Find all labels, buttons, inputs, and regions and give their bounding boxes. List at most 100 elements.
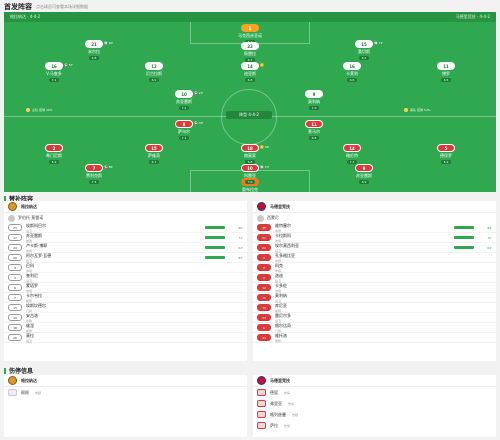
sub-number: 6 — [8, 284, 22, 291]
shirt-number: 18 — [241, 144, 259, 152]
away-player[interactable]: 5 德保罗 6.9 — [416, 144, 476, 164]
sub-name: 卡多佐 — [275, 282, 287, 288]
sub-name: 奎利尼 — [26, 272, 38, 278]
pitch: 格拉纳达 · 4-4-2 马德里竞技 · 4-4-2 主队 控球 46% 客队 … — [4, 12, 496, 192]
sub-row[interactable]: 3 奎利尼 后卫 — [4, 273, 247, 283]
injury-title-text: 伤停信息 — [9, 368, 34, 375]
player-name: 马克西米亚诺 — [238, 33, 262, 38]
away-player[interactable]: 10 科雷亚 7.0 🔄 70' — [220, 164, 280, 184]
home-player[interactable]: 14 迪亚斯 6.8 🟨 — [220, 62, 280, 82]
injury-row[interactable]: 萨拉 伤停 — [253, 420, 496, 431]
sub-row[interactable]: 3 洛迪 后卫 — [253, 273, 496, 283]
sub-row[interactable]: 13 埃斯坎德尔 门将 — [4, 303, 247, 313]
sub-position: 门将 — [275, 328, 282, 333]
sub-info: 卡尔韦拉 前锋 — [26, 293, 243, 303]
away-player[interactable]: 9 苏亚雷斯 6.9 — [334, 164, 394, 184]
home-subs-team: 格拉纳达 — [21, 203, 37, 209]
sub-row[interactable]: 6 科克 中场 — [253, 263, 496, 273]
injury-name: 格列兹曼 — [270, 411, 286, 417]
home-player[interactable]: 1马克西米亚诺6.7 — [220, 24, 280, 44]
injury-row[interactable]: 德容 伤停 — [253, 387, 496, 398]
player-name: 莫利纳 — [308, 99, 320, 104]
sub-row[interactable]: 20 维特塞尔 中场 64' — [253, 223, 496, 233]
player-name: 略伦特 — [346, 153, 358, 158]
sub-row[interactable]: 20 阿尔瓦罗·瓦德 后卫 82' — [4, 253, 247, 263]
home-player[interactable]: 15 桑切斯 6.4 🔄 71' — [334, 40, 394, 60]
shirt-number: 22 — [241, 42, 259, 50]
away-player[interactable]: 7 费利克斯 7.5 ⚽ 84' — [64, 164, 124, 184]
home-player[interactable]: 16 V.马查多 7.1 ⚽ 57' — [24, 62, 84, 82]
sub-row[interactable]: 23 埃斯科巴尔 后卫 60' — [4, 223, 247, 233]
sub-row[interactable]: 18 维涅 前锋 — [4, 323, 247, 333]
sub-info: 阿尔瓦罗·瓦德 后卫 — [26, 253, 201, 263]
sub-row[interactable]: 26 莫拉 后卫 — [4, 333, 247, 343]
sub-row[interactable]: 17 苏亚雷斯 前锋 71' — [4, 233, 247, 243]
sub-row[interactable]: 23 雷尼尔多 后卫 — [253, 313, 496, 323]
home-player[interactable]: 10 苏亚雷斯 7.4 ⚽ 23' — [154, 90, 214, 110]
sub-row[interactable]: 24 卢卡斯·博耶 中场 62' — [4, 243, 247, 253]
granada-crest-icon — [8, 202, 17, 211]
home-player[interactable]: 11 博罗 6.5 — [416, 62, 476, 82]
sub-number: 20 — [257, 224, 271, 231]
sub-info: 维特塞尔 中场 — [275, 223, 450, 233]
sub-row[interactable]: 16 莫利纳 后卫 — [253, 293, 496, 303]
player-event: ⚽ 57' — [64, 63, 74, 67]
sub-name: 莫拉 — [26, 332, 34, 338]
away-player[interactable]: 8 萨乌尔 7.1 ⚽ 40' — [154, 120, 214, 140]
away-stat: 客队 控球 54% — [404, 108, 431, 112]
away-player[interactable]: 2 希门尼斯 6.9 — [24, 144, 84, 164]
player-rating: 7.1 — [178, 136, 190, 140]
away-player[interactable]: 14 略伦特 7.3 — [322, 144, 382, 164]
injury-row[interactable]: 佩佩 伤疑 — [4, 387, 247, 398]
sub-position: 前锋 — [275, 338, 282, 343]
home-player[interactable]: 21 米尔拉 6.8 🔄 60' — [64, 40, 124, 60]
sub-row[interactable]: 19 安古洛 中场 — [4, 313, 247, 323]
away-player[interactable]: 18 赫莫索 6.8 🟨 46' — [220, 144, 280, 164]
subs-title-text: 替补阵容 — [9, 196, 34, 203]
sub-row[interactable]: 4 巴科 中场 — [4, 263, 247, 273]
away-subs-team: 马德里竞技 — [270, 203, 290, 209]
player-name: 米尔拉 — [88, 49, 100, 54]
away-player[interactable]: 11 莱马尔 6.8 — [284, 120, 344, 140]
sub-position: 后卫 — [275, 298, 282, 303]
injury-icon — [257, 422, 266, 429]
sub-position: 后卫 — [275, 318, 282, 323]
away-injury-list: 德容 伤停 弗里亚 伤停 格列兹曼 伤疑 萨拉 伤停 — [253, 387, 496, 431]
home-team-label[interactable]: 格拉纳达 · 4-4-2 — [10, 14, 41, 19]
sub-info: 库尼亚 前锋 — [275, 303, 492, 313]
player-rating: 6.6 — [346, 78, 358, 82]
sub-row[interactable]: 1 格尔比奇 门将 — [253, 323, 496, 333]
sub-name: 维托洛 — [275, 332, 287, 338]
player-rating: 6.9 — [48, 160, 60, 164]
sub-number: 19 — [257, 304, 271, 311]
home-injury-list: 佩佩 伤疑 — [4, 387, 247, 398]
away-player[interactable]: 15 萨维奇 6.7 — [124, 144, 184, 164]
away-coach-row[interactable]: 西蒙尼 — [253, 213, 496, 223]
sub-row[interactable]: 7 卡尔韦拉 前锋 — [4, 293, 247, 303]
away-team-label[interactable]: 马德里竞技 · 4-4-2 — [455, 14, 490, 19]
sub-row[interactable]: 22 埃尔莫西利亚 后卫 64' — [253, 243, 496, 253]
injury-row[interactable]: 格列兹曼 伤疑 — [253, 409, 496, 420]
injury-row[interactable]: 弗里亚 伤停 — [253, 398, 496, 409]
sub-minute: 64' — [487, 225, 492, 230]
home-player[interactable]: 9 莫利纳 7.0 — [284, 90, 344, 110]
home-player[interactable]: 16 卡莱利 6.6 — [322, 62, 382, 82]
sub-row[interactable]: 6 蒙塔罗 中场 — [4, 283, 247, 293]
home-injury-panel: 格拉纳达 佩佩 伤疑 — [4, 375, 247, 437]
player-name: 莱马尔 — [308, 129, 320, 134]
sub-number: 19 — [8, 314, 22, 321]
sub-row[interactable]: 19 库尼亚 前锋 — [253, 303, 496, 313]
sub-number: 4 — [8, 264, 22, 271]
sub-position: 后卫 — [26, 338, 33, 343]
home-player[interactable]: 12 尼古拉斯 6.9 — [124, 62, 184, 82]
player-rating: 7.5 — [88, 180, 100, 184]
sub-row[interactable]: 4 孔多格比亚 中场 — [253, 253, 496, 263]
home-player[interactable]: 22 佩雷拉 6.3 — [220, 42, 280, 62]
home-coach-row[interactable]: 罗伯托·莫雷诺 — [4, 213, 247, 223]
granada-crest-icon — [8, 376, 17, 385]
sub-row[interactable]: 12 卡多佐 中场 — [253, 283, 496, 293]
sub-row[interactable]: 21 卡拉斯科 中场 70' — [253, 233, 496, 243]
away-subs-panel: 马德里竞技 西蒙尼 20 维特塞尔 中场 64' 21 卡拉斯科 中场 70' 22 埃尔莫西利亚… — [253, 201, 496, 361]
sub-row[interactable]: 24 维托洛 前锋 — [253, 333, 496, 343]
shirt-number: 16 — [45, 62, 63, 70]
